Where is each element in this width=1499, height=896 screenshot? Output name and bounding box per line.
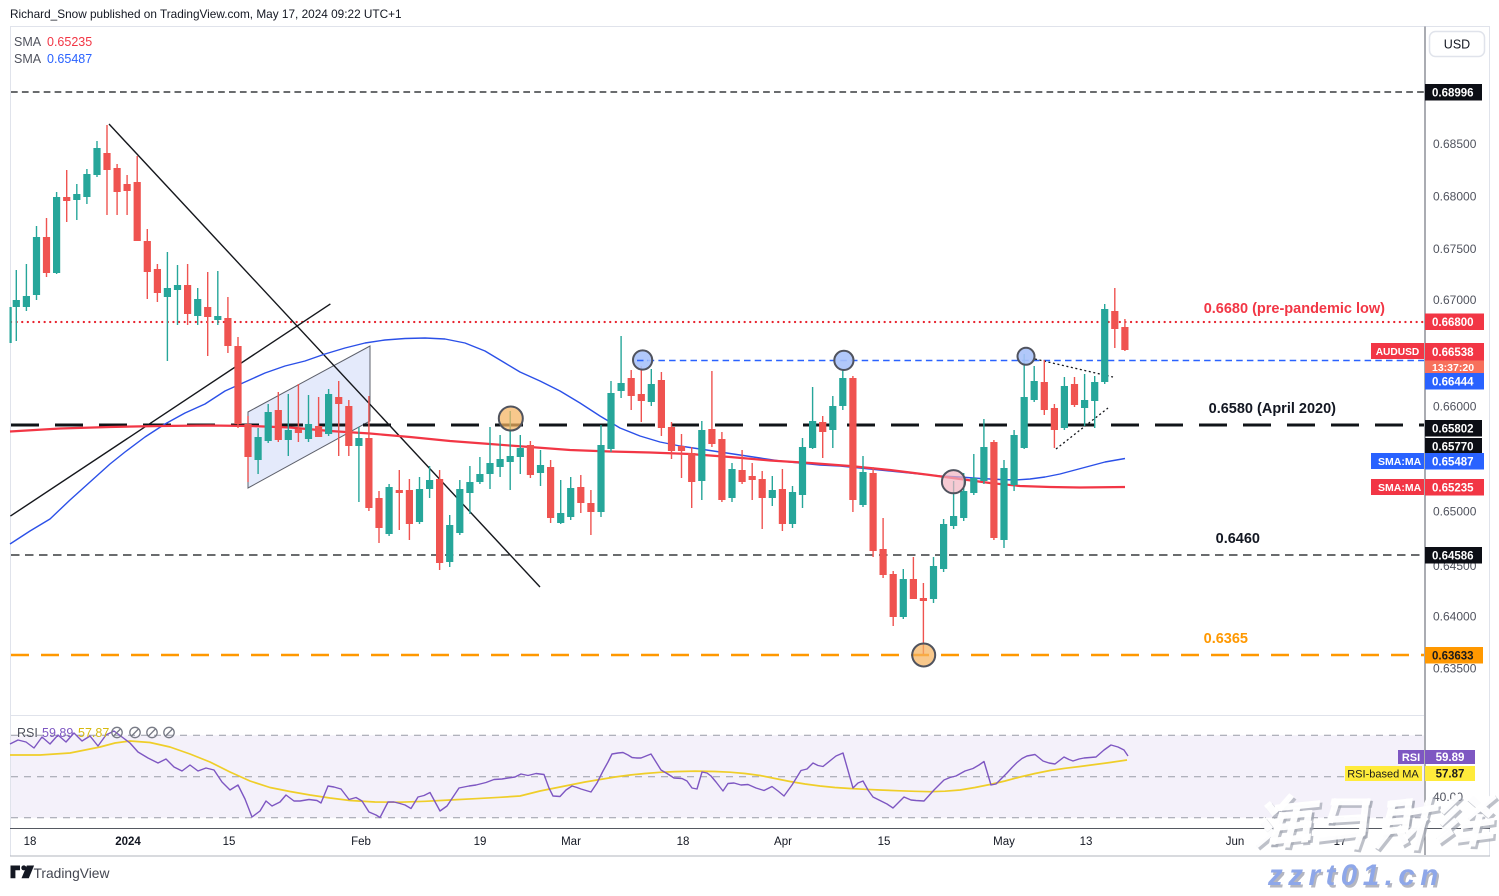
svg-text:0.65235: 0.65235 <box>1432 482 1474 494</box>
svg-text:0.6680 (pre-pandemic low): 0.6680 (pre-pandemic low) <box>1204 301 1385 317</box>
svg-text:0.63633: 0.63633 <box>1432 650 1474 662</box>
svg-text:TradingView: TradingView <box>34 866 110 881</box>
svg-text:0.64586: 0.64586 <box>1432 550 1474 562</box>
svg-text:0.6460: 0.6460 <box>1216 531 1260 547</box>
svg-text:0.65487: 0.65487 <box>1432 456 1474 468</box>
svg-text:Apr: Apr <box>774 836 792 848</box>
svg-text:0.67000: 0.67000 <box>1433 293 1477 307</box>
svg-text:0.63500: 0.63500 <box>1433 662 1477 676</box>
svg-text:RSI: RSI <box>17 726 38 740</box>
svg-text:0.68996: 0.68996 <box>1432 87 1474 99</box>
svg-text:Richard_Snow published on Trad: Richard_Snow published on TradingView.co… <box>10 7 402 21</box>
svg-text:15: 15 <box>223 836 236 848</box>
svg-text:SMA: SMA <box>14 35 42 49</box>
svg-text:SMA:MA: SMA:MA <box>1378 456 1422 468</box>
svg-text:0.65000: 0.65000 <box>1433 505 1477 519</box>
svg-text:57.87: 57.87 <box>1436 769 1465 781</box>
svg-text:0.65770: 0.65770 <box>1432 441 1474 453</box>
svg-text:0.6580 (April 2020): 0.6580 (April 2020) <box>1209 401 1337 417</box>
svg-text:57.87: 57.87 <box>78 726 109 740</box>
svg-text:59.89: 59.89 <box>1436 752 1465 764</box>
svg-text:0.66538: 0.66538 <box>1432 347 1474 359</box>
svg-text:13:37:20: 13:37:20 <box>1432 362 1474 374</box>
svg-text:0.68000: 0.68000 <box>1433 190 1477 204</box>
svg-text:USD: USD <box>1444 38 1470 52</box>
svg-text:Jun: Jun <box>1226 836 1245 848</box>
svg-text:0.65802: 0.65802 <box>1432 423 1474 435</box>
svg-text:AUDUSD: AUDUSD <box>1376 347 1420 358</box>
svg-text:0.65487: 0.65487 <box>47 52 92 66</box>
svg-text:Mar: Mar <box>561 836 581 848</box>
svg-text:0.64000: 0.64000 <box>1433 610 1477 624</box>
svg-text:SMA: SMA <box>14 52 42 66</box>
svg-text:RSI: RSI <box>1402 752 1420 764</box>
svg-text:0.66000: 0.66000 <box>1433 400 1477 414</box>
svg-text:zzrt01.cn: zzrt01.cn <box>1267 859 1444 891</box>
svg-text:Feb: Feb <box>351 836 371 848</box>
svg-text:0.66444: 0.66444 <box>1432 376 1474 388</box>
svg-text:2024: 2024 <box>115 836 141 848</box>
svg-text:0.68500: 0.68500 <box>1433 137 1477 151</box>
svg-text:15: 15 <box>878 836 891 848</box>
svg-text:18: 18 <box>677 836 690 848</box>
svg-text:zzrt01.cn: zzrt01.cn <box>1269 862 1446 892</box>
svg-text:59.89: 59.89 <box>42 726 73 740</box>
svg-text:SMA:MA: SMA:MA <box>1378 482 1422 494</box>
svg-text:May: May <box>993 836 1015 848</box>
svg-text:0.67500: 0.67500 <box>1433 242 1477 256</box>
svg-text:18: 18 <box>24 836 37 848</box>
svg-text:0.65235: 0.65235 <box>47 35 92 49</box>
svg-text:RSI-based MA: RSI-based MA <box>1347 769 1419 781</box>
svg-text:0.66800: 0.66800 <box>1432 317 1474 329</box>
svg-text:19: 19 <box>474 836 487 848</box>
svg-text:13: 13 <box>1080 836 1093 848</box>
svg-text:0.6365: 0.6365 <box>1204 631 1248 647</box>
